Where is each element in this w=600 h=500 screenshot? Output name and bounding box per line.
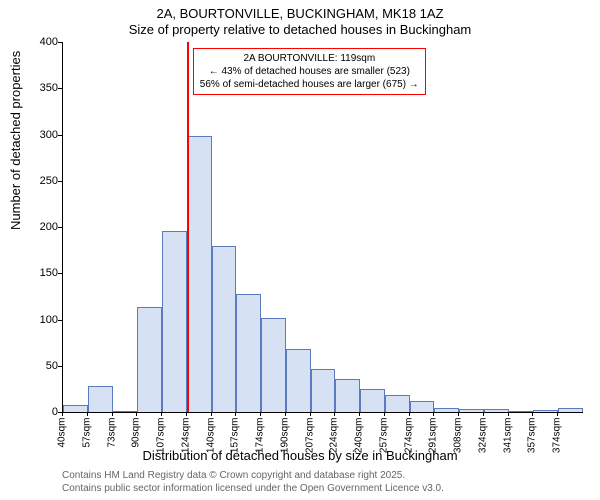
histogram-bar	[410, 401, 435, 412]
y-tick-label: 100	[18, 314, 58, 326]
histogram-bar	[286, 349, 311, 412]
histogram-bar	[88, 386, 113, 412]
x-tick-label: 207sqm	[304, 418, 315, 458]
x-tick-label: 341sqm	[502, 418, 513, 458]
x-tick-label: 357sqm	[527, 418, 538, 458]
x-tick-label: 157sqm	[230, 418, 241, 458]
histogram-bar	[385, 395, 410, 412]
histogram-bar	[335, 379, 360, 412]
histogram-bar	[360, 389, 385, 412]
x-tick-label: 224sqm	[329, 418, 340, 458]
chart-title: 2A, BOURTONVILLE, BUCKINGHAM, MK18 1AZ	[0, 6, 600, 21]
x-tick-label: 291sqm	[428, 418, 439, 458]
x-tick-label: 73sqm	[106, 418, 117, 458]
x-tick-label: 274sqm	[403, 418, 414, 458]
x-tick-label: 374sqm	[552, 418, 563, 458]
histogram-bar	[137, 307, 162, 412]
x-tick-label: 240sqm	[354, 418, 365, 458]
footer-line1: Contains HM Land Registry data © Crown c…	[62, 470, 405, 481]
x-tick-label: 90sqm	[131, 418, 142, 458]
histogram-bar	[63, 405, 88, 412]
x-tick-label: 174sqm	[255, 418, 266, 458]
x-tick-label: 324sqm	[477, 418, 488, 458]
x-tick-label: 124sqm	[180, 418, 191, 458]
histogram-bar	[261, 318, 286, 412]
histogram-bar	[509, 411, 534, 412]
marker-line	[187, 42, 189, 412]
y-tick-label: 200	[18, 221, 58, 233]
y-tick-label: 50	[18, 360, 58, 372]
histogram-bar	[459, 409, 484, 412]
histogram-bar	[187, 136, 212, 412]
histogram-bar	[484, 409, 509, 412]
footer-line2: Contains public sector information licen…	[62, 483, 444, 494]
y-tick-label: 250	[18, 175, 58, 187]
x-tick-label: 40sqm	[57, 418, 68, 458]
y-tick-label: 0	[18, 406, 58, 418]
x-tick-label: 107sqm	[156, 418, 167, 458]
annotation-line: 56% of semi-detached houses are larger (…	[200, 78, 419, 91]
plot-area: 2A BOURTONVILLE: 119sqm← 43% of detached…	[62, 42, 583, 413]
y-tick-label: 300	[18, 129, 58, 141]
y-tick-label: 400	[18, 36, 58, 48]
chart-container: 2A, BOURTONVILLE, BUCKINGHAM, MK18 1AZ S…	[0, 0, 600, 500]
histogram-bar	[311, 369, 336, 412]
histogram-bar	[533, 410, 558, 412]
x-tick-label: 57sqm	[81, 418, 92, 458]
y-tick-label: 150	[18, 267, 58, 279]
annotation-line: ← 43% of detached houses are smaller (52…	[200, 65, 419, 78]
x-tick-label: 257sqm	[378, 418, 389, 458]
histogram-bar	[558, 408, 583, 412]
chart-subtitle: Size of property relative to detached ho…	[0, 22, 600, 37]
x-tick-label: 308sqm	[453, 418, 464, 458]
histogram-bar	[113, 411, 138, 412]
x-tick-label: 140sqm	[205, 418, 216, 458]
histogram-bar	[434, 408, 459, 412]
histogram-bar	[212, 246, 237, 413]
y-tick-label: 350	[18, 82, 58, 94]
x-tick-label: 190sqm	[279, 418, 290, 458]
histogram-bar	[236, 294, 261, 412]
annotation-line: 2A BOURTONVILLE: 119sqm	[200, 52, 419, 65]
histogram-bar	[162, 231, 187, 412]
annotation-box: 2A BOURTONVILLE: 119sqm← 43% of detached…	[193, 48, 426, 95]
